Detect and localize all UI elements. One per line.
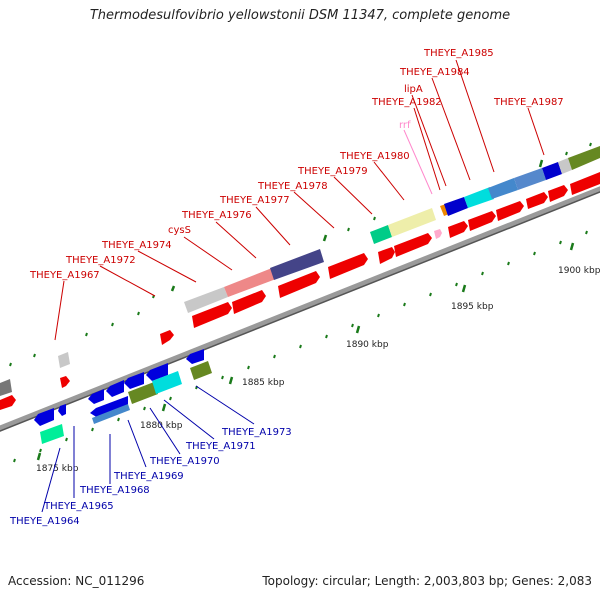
feature-box[interactable] [92,404,130,424]
gene-label[interactable]: THEYE_A1968 [79,485,150,496]
gene-label[interactable]: rrf [399,120,411,131]
feature-box[interactable] [388,208,436,237]
feature-box[interactable] [444,197,468,216]
tick-label-1895: 1895 kbp [451,302,494,312]
gene-label[interactable]: THEYE_A1967 [29,270,100,281]
gene-arrow[interactable] [496,201,524,221]
gene-arrow[interactable] [232,290,266,314]
feature-box[interactable] [224,268,276,297]
gene-label[interactable]: THEYE_A1972 [65,255,136,266]
feature-box[interactable] [464,187,494,208]
gene-label[interactable]: THEYE_A1970 [149,456,220,467]
feature-box[interactable] [488,178,518,199]
gene-label[interactable]: THEYE_A1980 [339,151,410,162]
feature-box[interactable] [128,382,158,404]
gene-arrow[interactable] [88,389,104,404]
gene-label[interactable]: THEYE_A1973 [221,427,292,438]
gene-label[interactable]: cysS [168,225,191,236]
genome-summary-text: Topology: circular; Length: 2,003,803 bp… [262,574,592,588]
gene-arrow[interactable] [124,372,144,389]
gene-label[interactable]: THEYE_A1978 [257,181,328,192]
tick-label-1890: 1890 kbp [346,340,389,350]
scale-ticks [13,230,588,463]
feature-box[interactable] [0,379,12,396]
gene-label[interactable]: THEYE_A1974 [101,240,172,251]
gene-arrow[interactable] [548,185,568,202]
accession-text: Accession: NC_011296 [8,574,145,588]
feature-box[interactable] [542,162,562,180]
feature-box[interactable] [190,361,212,380]
gene-arrow[interactable] [186,349,204,364]
gene-label[interactable]: THEYE_A1976 [181,210,252,221]
feature-box[interactable] [370,225,392,244]
gene-label[interactable]: THEYE_A1984 [399,67,470,78]
tick-label-1885: 1885 kbp [242,378,285,388]
reverse-leaders [41,385,255,513]
feature-box[interactable] [270,249,324,280]
gene-label[interactable]: THEYE_A1971 [185,441,256,452]
feature-box[interactable] [40,424,64,444]
gene-arrow[interactable] [160,330,174,345]
forward-leaders [54,59,545,341]
upper-ticks [9,142,592,367]
gene-arrow[interactable] [146,363,168,381]
feature-box[interactable] [514,168,546,190]
gene-arrow[interactable] [192,302,232,328]
gene-label[interactable]: THEYE_A1979 [297,166,368,177]
gene-label[interactable]: THEYE_A1982 [371,97,442,108]
gene-arrow[interactable] [468,211,496,231]
gene-arrow[interactable] [570,172,600,195]
gene-arrow[interactable] [328,253,368,279]
gene-label[interactable]: THEYE_A1987 [493,97,564,108]
gene-arrow[interactable] [60,376,70,388]
gene-arrow[interactable] [394,233,432,257]
gene-label[interactable]: THEYE_A1985 [423,48,494,59]
feature-box[interactable] [568,146,600,170]
gene-arrow[interactable] [448,221,468,238]
reverse-labels: THEYE_A1964 THEYE_A1965 THEYE_A1968 THEY… [9,427,292,527]
gene-label[interactable]: lipA [404,84,423,95]
forward-feature-boxes [0,146,600,396]
tick-label-1875: 1875 kbp [36,464,79,474]
gene-label[interactable]: THEYE_A1965 [43,501,114,512]
gene-arrow[interactable] [34,408,54,426]
forward-genes [0,172,600,410]
gene-arrow[interactable] [90,396,128,418]
feature-box[interactable] [58,352,70,368]
map-title: Thermodesulfovibrio yellowstonii DSM 113… [89,8,511,23]
feature-box[interactable] [152,371,182,394]
gene-label[interactable]: THEYE_A1977 [219,195,290,206]
gene-arrow[interactable] [0,395,16,410]
gene-arrow[interactable] [278,271,320,298]
gene-arrow[interactable] [434,229,442,239]
gene-arrow[interactable] [106,380,124,397]
reverse-genes [34,349,212,444]
tick-label-1900: 1900 kbp [558,266,600,276]
gene-arrow[interactable] [526,192,548,209]
forward-labels: THEYE_A1967 THEYE_A1972 THEYE_A1974 cysS… [29,48,564,281]
gene-label[interactable]: THEYE_A1969 [113,471,184,482]
gene-label[interactable]: THEYE_A1964 [9,516,80,527]
feature-box[interactable] [184,287,228,313]
gene-arrow[interactable] [378,247,395,264]
feature-box[interactable] [558,158,572,174]
gene-arrow[interactable] [58,404,66,416]
